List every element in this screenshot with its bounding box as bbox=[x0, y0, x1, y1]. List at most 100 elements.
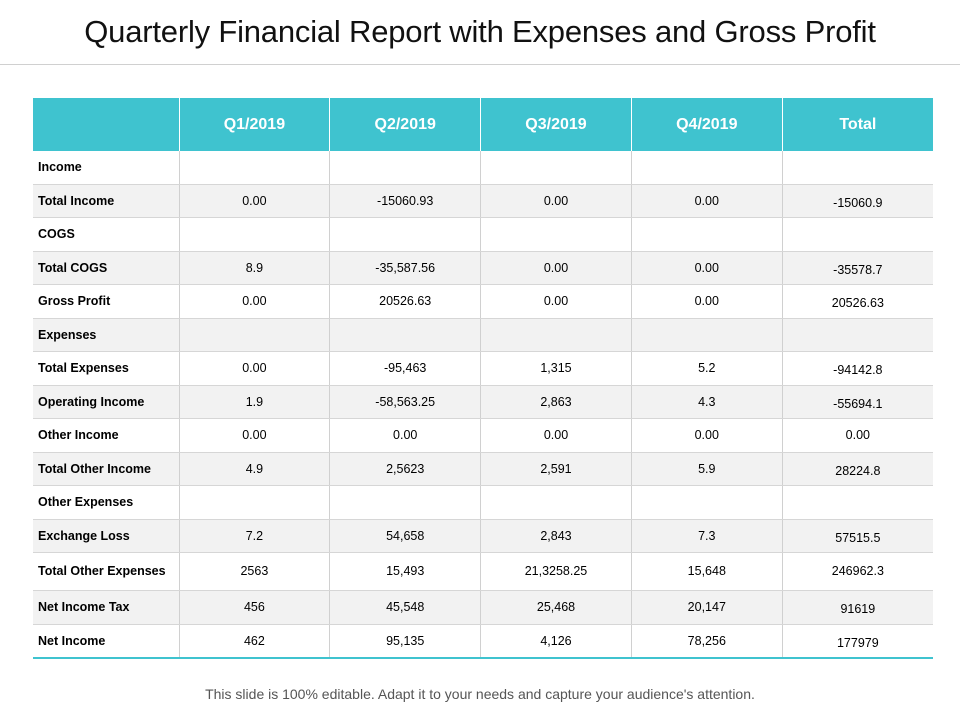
table-row: Total Expenses 0.00 -95,463 1,315 5.2 -9… bbox=[33, 351, 933, 386]
table-row: Other Income 0.00 0.00 0.00 0.00 0.00 bbox=[33, 418, 933, 453]
row-label: Total Other Expenses bbox=[33, 552, 179, 591]
row-label: Exchange Loss bbox=[33, 519, 179, 553]
row-label: Other Expenses bbox=[33, 485, 179, 520]
cell-q4: 4.3 bbox=[630, 385, 783, 419]
cell-q4: 0.00 bbox=[630, 284, 783, 319]
cell-q3: 2,591 bbox=[480, 452, 632, 486]
cell-total bbox=[781, 485, 933, 520]
cell-q1: 0.00 bbox=[178, 418, 330, 453]
cell-q1: 0.00 bbox=[178, 284, 330, 319]
cell-q2 bbox=[329, 217, 481, 252]
cell-total: -15060.9 bbox=[781, 184, 933, 218]
header-cell-total: Total bbox=[781, 98, 933, 151]
cell-total bbox=[781, 318, 933, 352]
cell-q3: 0.00 bbox=[480, 284, 632, 319]
cell-q1 bbox=[178, 318, 330, 352]
row-label: Total Income bbox=[33, 184, 179, 218]
cell-total: 91619 bbox=[781, 590, 933, 625]
footer-note: This slide is 100% editable. Adapt it to… bbox=[205, 686, 755, 702]
cell-q1: 7.2 bbox=[178, 519, 330, 553]
cell-q4: 5.9 bbox=[630, 452, 783, 486]
table-header-row: Q1/2019 Q2/2019 Q3/2019 Q4/2019 Total bbox=[33, 98, 933, 151]
cell-q2: 20526.63 bbox=[329, 284, 481, 319]
table-row: Gross Profit 0.00 20526.63 0.00 0.00 205… bbox=[33, 284, 933, 319]
cell-q1: 0.00 bbox=[178, 351, 330, 386]
cell-q4 bbox=[630, 318, 783, 352]
cell-q1 bbox=[178, 151, 330, 185]
cell-total: 0.00 bbox=[781, 418, 933, 453]
cell-q4: 0.00 bbox=[630, 184, 783, 218]
cell-q1: 1.9 bbox=[178, 385, 330, 419]
page-title: Quarterly Financial Report with Expenses… bbox=[84, 14, 876, 49]
cell-total bbox=[781, 151, 933, 185]
cell-q2: 95,135 bbox=[329, 624, 481, 659]
cell-q3: 21,3258.25 bbox=[480, 552, 632, 591]
table-row: Exchange Loss 7.2 54,658 2,843 7.3 57515… bbox=[33, 519, 933, 553]
cell-q3: 0.00 bbox=[480, 251, 632, 285]
cell-q1: 4.9 bbox=[178, 452, 330, 486]
cell-q1: 2563 bbox=[178, 552, 330, 591]
table-row: COGS bbox=[33, 217, 933, 252]
cell-q2: 45,548 bbox=[329, 590, 481, 625]
cell-q3 bbox=[480, 318, 632, 352]
cell-q4: 5.2 bbox=[630, 351, 783, 386]
row-label: COGS bbox=[33, 217, 179, 252]
cell-q4: 7.3 bbox=[630, 519, 783, 553]
table-row: Net Income Tax 456 45,548 25,468 20,147 … bbox=[33, 590, 933, 625]
cell-q2: -95,463 bbox=[329, 351, 481, 386]
table-row: Total Other Expenses 2563 15,493 21,3258… bbox=[33, 552, 933, 591]
row-label: Total Expenses bbox=[33, 351, 179, 386]
cell-q3: 2,843 bbox=[480, 519, 632, 553]
cell-q2 bbox=[329, 318, 481, 352]
header-cell-q1: Q1/2019 bbox=[178, 98, 330, 151]
cell-q2: 0.00 bbox=[329, 418, 481, 453]
header-cell-q2: Q2/2019 bbox=[329, 98, 481, 151]
cell-q3: 25,468 bbox=[480, 590, 632, 625]
table-row: Total Other Income 4.9 2,5623 2,591 5.9 … bbox=[33, 452, 933, 486]
cell-q4 bbox=[630, 485, 783, 520]
row-label: Operating Income bbox=[33, 385, 179, 419]
row-label: Expenses bbox=[33, 318, 179, 352]
cell-q1 bbox=[178, 485, 330, 520]
cell-q3 bbox=[480, 151, 632, 185]
cell-q2: -15060.93 bbox=[329, 184, 481, 218]
header-cell-label bbox=[33, 98, 179, 151]
cell-q2: 54,658 bbox=[329, 519, 481, 553]
table-row: Expenses bbox=[33, 318, 933, 352]
cell-q1: 456 bbox=[178, 590, 330, 625]
table-row: Other Expenses bbox=[33, 485, 933, 520]
cell-q1: 462 bbox=[178, 624, 330, 659]
cell-total: 28224.8 bbox=[781, 452, 933, 486]
cell-total: 57515.5 bbox=[781, 519, 933, 553]
cell-total: -35578.7 bbox=[781, 251, 933, 285]
header-cell-q4: Q4/2019 bbox=[630, 98, 783, 151]
cell-total: 177979 bbox=[781, 624, 933, 659]
table-row: Total Income 0.00 -15060.93 0.00 0.00 -1… bbox=[33, 184, 933, 218]
row-label: Total Other Income bbox=[33, 452, 179, 486]
cell-q4: 78,256 bbox=[630, 624, 783, 659]
cell-q4: 0.00 bbox=[630, 418, 783, 453]
cell-q3 bbox=[480, 217, 632, 252]
cell-q4 bbox=[630, 217, 783, 252]
row-label: Total COGS bbox=[33, 251, 179, 285]
row-label: Net Income Tax bbox=[33, 590, 179, 625]
cell-total bbox=[781, 217, 933, 252]
table-row: Total COGS 8.9 -35,587.56 0.00 0.00 -355… bbox=[33, 251, 933, 285]
cell-total: -55694.1 bbox=[781, 385, 933, 419]
cell-q4 bbox=[630, 151, 783, 185]
cell-q4: 15,648 bbox=[630, 552, 783, 591]
cell-q3: 4,126 bbox=[480, 624, 632, 659]
financial-table: Q1/2019 Q2/2019 Q3/2019 Q4/2019 Total In… bbox=[33, 98, 933, 659]
cell-q1: 0.00 bbox=[178, 184, 330, 218]
cell-q1: 8.9 bbox=[178, 251, 330, 285]
cell-q3 bbox=[480, 485, 632, 520]
table-row: Operating Income 1.9 -58,563.25 2,863 4.… bbox=[33, 385, 933, 419]
cell-q2 bbox=[329, 485, 481, 520]
cell-total: -94142.8 bbox=[781, 351, 933, 386]
cell-q4: 20,147 bbox=[630, 590, 783, 625]
cell-q3: 1,315 bbox=[480, 351, 632, 386]
cell-total: 246962.3 bbox=[781, 552, 933, 591]
cell-q2: 15,493 bbox=[329, 552, 481, 591]
row-label: Other Income bbox=[33, 418, 179, 453]
cell-q2 bbox=[329, 151, 481, 185]
